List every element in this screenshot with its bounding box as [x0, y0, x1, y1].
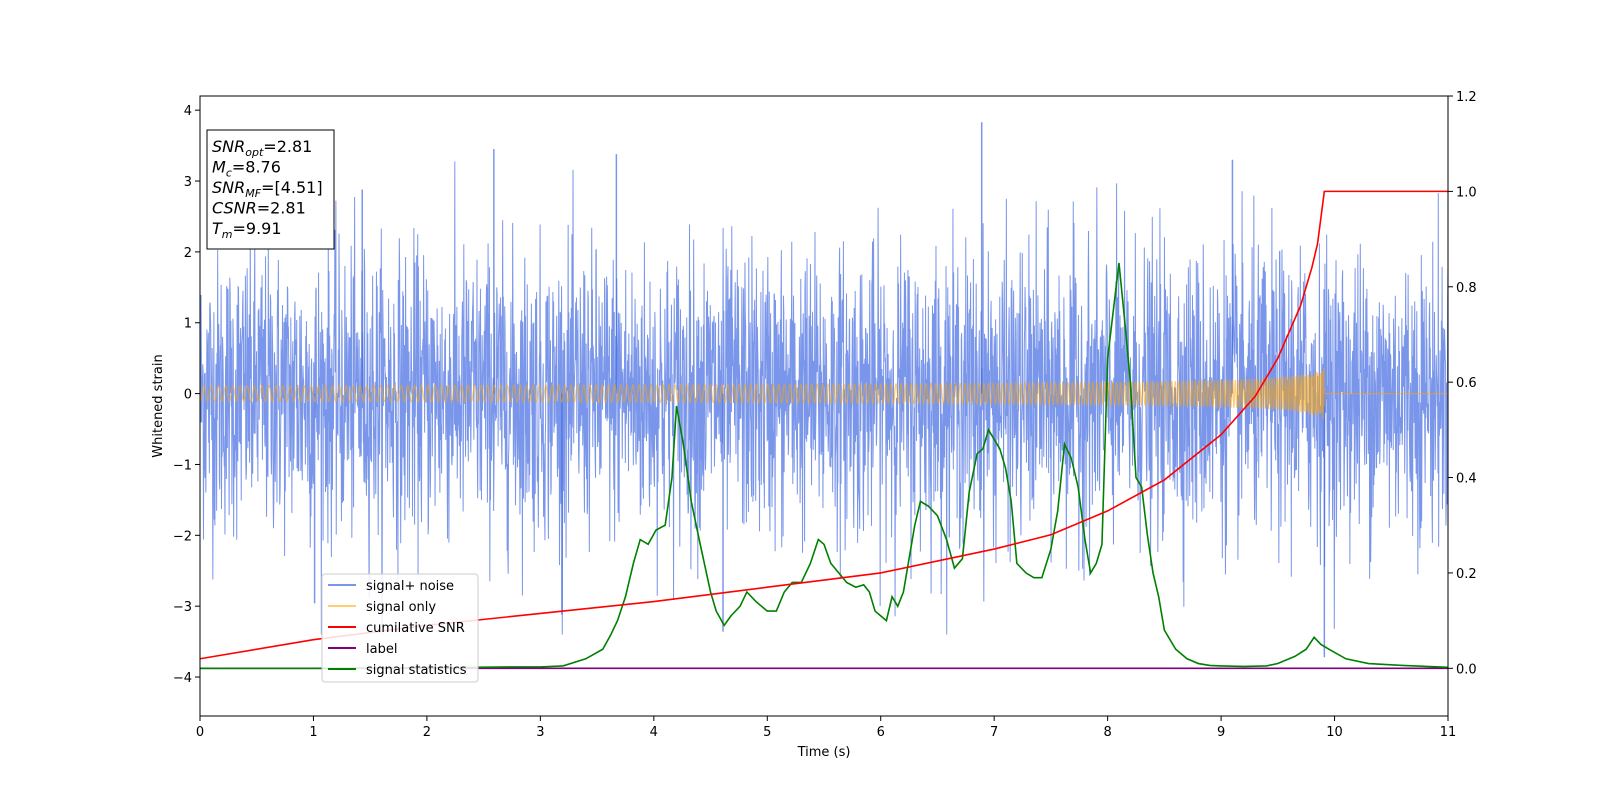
- plot-frame: [199, 95, 1449, 717]
- y-right-tick-label: 1.0: [1456, 185, 1477, 200]
- stats-annotation-line: Tm=9.91: [212, 219, 282, 241]
- stats-annotation-line: Mc=8.76: [212, 158, 281, 180]
- x-tick-label: 0: [196, 725, 204, 740]
- y-left-tick-label: 3: [184, 175, 192, 190]
- x-tick-label: 9: [1217, 725, 1225, 740]
- y-left-tick-label: 0: [184, 388, 192, 403]
- stats-annotation-frame: [206, 129, 335, 250]
- legend-entry-label: signal statistics: [366, 663, 467, 678]
- series-signal-only-line: [200, 367, 1448, 420]
- y-right-tick-label: 0.2: [1456, 567, 1477, 582]
- x-tick-label: 4: [650, 725, 658, 740]
- axis-ticks: 0 1 2 3 4 5 6 7 8 9 10 1143210−1−2−3−41.21.00.80.60…: [173, 90, 1477, 740]
- x-tick-label: 7: [990, 725, 998, 740]
- y-right-tick-label: 1.2: [1456, 90, 1477, 105]
- x-tick-label: 5: [763, 725, 771, 740]
- stats-annotation-line: SNRopt=2.81: [212, 137, 312, 159]
- series-cumulative-snr-line: [200, 190, 1448, 660]
- y-left-tick-label: −2: [173, 529, 192, 544]
- y-axis-label: Whitened strain: [151, 354, 166, 457]
- x-tick-label: 11: [1440, 725, 1457, 740]
- legend-entry-label: label: [366, 642, 397, 657]
- y-right-tick-label: 0.0: [1456, 662, 1477, 677]
- legend-entry-label: signal+ noise: [366, 579, 454, 594]
- series-signal-statistics-line: [200, 262, 1448, 670]
- y-left-tick-label: 4: [184, 104, 192, 119]
- y-left-tick-label: 2: [184, 246, 192, 261]
- y-left-tick-label: 1: [184, 317, 192, 332]
- series-signal-noise-line: [200, 161, 1448, 635]
- legend-entry-label: signal only: [366, 600, 436, 615]
- legend: signal+ noise signal only cumilative SNR la…: [321, 573, 479, 683]
- legend-frame: [321, 573, 479, 683]
- y-right-tick-label: 0.8: [1456, 281, 1477, 296]
- stats-annotation-line: CSNR=2.81: [212, 199, 306, 218]
- y-right-tick-label: 0.6: [1456, 376, 1477, 391]
- stats-annotation-line: SNRMF=[4.51]: [212, 178, 323, 200]
- y-right-tick-label: 0.4: [1456, 472, 1477, 487]
- y-left-tick-label: −1: [173, 458, 192, 473]
- x-tick-label: 10: [1326, 725, 1343, 740]
- x-tick-label: 6: [877, 725, 885, 740]
- x-axis-label: Time (s): [797, 745, 851, 760]
- y-left-tick-label: −3: [173, 600, 192, 615]
- x-tick-label: 3: [536, 725, 544, 740]
- x-tick-label: 2: [423, 725, 431, 740]
- y-left-tick-label: −4: [173, 671, 192, 686]
- x-tick-label: 1: [309, 725, 317, 740]
- legend-entry-label: cumilative SNR: [366, 621, 465, 636]
- stats-annotation-box: SNRopt=2.81Mc=8.76SNRMF=[4.51]CSNR=2.81T…: [206, 129, 335, 250]
- plot-area: [200, 122, 1448, 670]
- x-tick-label: 8: [1103, 725, 1111, 740]
